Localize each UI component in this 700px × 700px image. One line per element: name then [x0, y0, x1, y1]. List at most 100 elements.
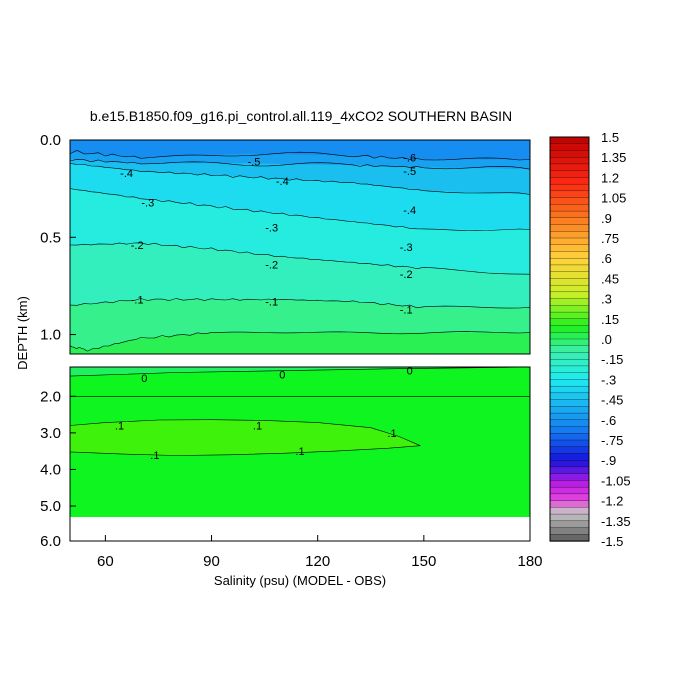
x-tick-label: 180: [517, 553, 542, 570]
colorbar-swatch: [549, 224, 590, 232]
colorbar-swatch: [549, 513, 590, 522]
upper-panel-fill-bands: [70, 140, 530, 354]
y-tick-label: 0.0: [40, 132, 61, 149]
upper-contour-label: -.5: [248, 156, 261, 168]
x-tick-label: 90: [203, 553, 220, 570]
upper-contour-label: -.4: [276, 176, 289, 188]
colorbar-swatch: [549, 163, 590, 172]
x-axis: 60 90 120 150 180: [97, 535, 543, 570]
colorbar-swatch: [549, 473, 590, 482]
upper-contour-label: -.1: [131, 295, 144, 307]
colorbar-swatch: [549, 453, 590, 461]
lower-contour-label: 0: [407, 366, 413, 378]
colorbar-label: -.75: [601, 433, 623, 448]
upper-contour-label: -.1: [400, 304, 413, 316]
colorbar-swatch: [549, 520, 590, 529]
colorbar-swatch: [549, 419, 590, 428]
lower-fill-band: [70, 367, 530, 377]
upper-contour-line: [70, 149, 530, 161]
colorbar-swatch: [549, 325, 590, 333]
colorbar-swatch: [549, 237, 590, 246]
colorbar-swatch: [549, 143, 590, 152]
upper-contour-label: -.3: [265, 223, 278, 235]
colorbar-swatch: [549, 372, 590, 381]
colorbar-swatch: [549, 379, 590, 387]
chart-title: b.e15.B1850.f09_g16.pi_control.all.119_4…: [90, 108, 512, 124]
colorbar-swatch: [549, 136, 590, 145]
upper-panel-contour-lines: [70, 149, 530, 352]
colorbar-swatch: [549, 486, 590, 495]
lower-panel-contour-lines: [70, 367, 530, 397]
colorbar-swatch: [549, 197, 590, 205]
colorbar-swatch: [549, 466, 590, 475]
colorbar-label: -.3: [601, 372, 616, 387]
colorbar-swatch: [549, 365, 590, 374]
y-tick-label: 6.0: [40, 533, 61, 550]
colorbar-swatch: [549, 332, 590, 340]
colorbar-swatch: [549, 251, 590, 259]
lower-contour-line: [70, 367, 530, 377]
colorbar-swatch: [549, 311, 590, 320]
lower-panel-missing-band: [70, 517, 530, 541]
colorbar-swatch: [549, 385, 590, 394]
colorbar-swatch: [549, 399, 590, 407]
upper-contour-label: -.5: [403, 166, 416, 178]
colorbar-swatch: [549, 527, 590, 535]
colorbar-frame: [549, 136, 590, 542]
colorbar-label: .6: [601, 251, 612, 266]
upper-contour-line: [70, 298, 530, 309]
colorbar-swatch: [549, 284, 590, 293]
colorbar-label: -1.35: [601, 514, 631, 529]
colorbar-label: .0: [601, 332, 612, 347]
upper-contour-label: -.2: [400, 269, 413, 281]
colorbar-swatch: [549, 271, 590, 280]
colorbar-swatch: [549, 217, 590, 226]
colorbar-swatch: [549, 433, 590, 441]
colorbar-label: -1.2: [601, 494, 623, 509]
colorbar-swatch: [549, 352, 590, 360]
colorbar-swatch: [549, 493, 590, 502]
colorbar-swatch: [549, 177, 590, 185]
colorbar-label: .9: [601, 211, 612, 226]
colorbar-label: -.9: [601, 453, 616, 468]
colorbar: 1.5 1.35 1.2 1.05 .9 .75 .6 .45 .3 .15 .0 -.15 -.3 -.…: [549, 130, 631, 549]
colorbar-swatch: [549, 426, 590, 434]
colorbar-label: 1.05: [601, 191, 626, 206]
lower-panel-contour-labels: 0 0 0 .1 .1 .1 .1 .1: [115, 366, 413, 462]
colorbar-label: .15: [601, 312, 619, 327]
colorbar-swatch: [549, 258, 590, 266]
upper-contour-line: [70, 242, 530, 275]
colorbar-swatch: [549, 318, 590, 327]
upper-contour-label: -.6: [403, 153, 416, 165]
colorbar-swatch: [549, 244, 590, 253]
colorbar-swatch: [549, 446, 590, 455]
y-tick-label: 2.0: [40, 388, 61, 405]
colorbar-swatch: [549, 460, 590, 468]
colorbar-swatch: [549, 210, 590, 219]
colorbar-swatch: [549, 150, 590, 158]
colorbar-swatch: [549, 338, 590, 347]
colorbar-swatch: [549, 534, 590, 542]
lower-contour-label: 0: [279, 369, 285, 381]
colorbar-swatch: [549, 412, 590, 421]
colorbar-swatch: [549, 157, 590, 165]
lower-contour-label: .1: [387, 428, 396, 440]
colorbar-label: 1.35: [601, 150, 626, 165]
lower-panel-fill-bands: [70, 367, 530, 456]
x-tick-label: 60: [97, 553, 114, 570]
colorbar-swatch: [549, 278, 590, 286]
colorbar-label: 1.5: [601, 130, 619, 145]
colorbar-swatch: [549, 291, 590, 300]
colorbar-swatch: [549, 406, 590, 414]
y-tick-label: 1.0: [40, 327, 61, 344]
upper-contour-label: -.3: [400, 242, 413, 254]
upper-panel-frame: [69, 139, 531, 355]
x-tick-label: 150: [411, 553, 436, 570]
y-tick-label: 3.0: [40, 425, 61, 442]
lower-contour-label: .1: [253, 421, 262, 433]
upper-contour-label: -.2: [131, 240, 144, 252]
y-tick-label: 5.0: [40, 498, 61, 515]
lower-contour-label: .1: [150, 450, 159, 462]
lower-contour-label: .1: [115, 421, 124, 433]
